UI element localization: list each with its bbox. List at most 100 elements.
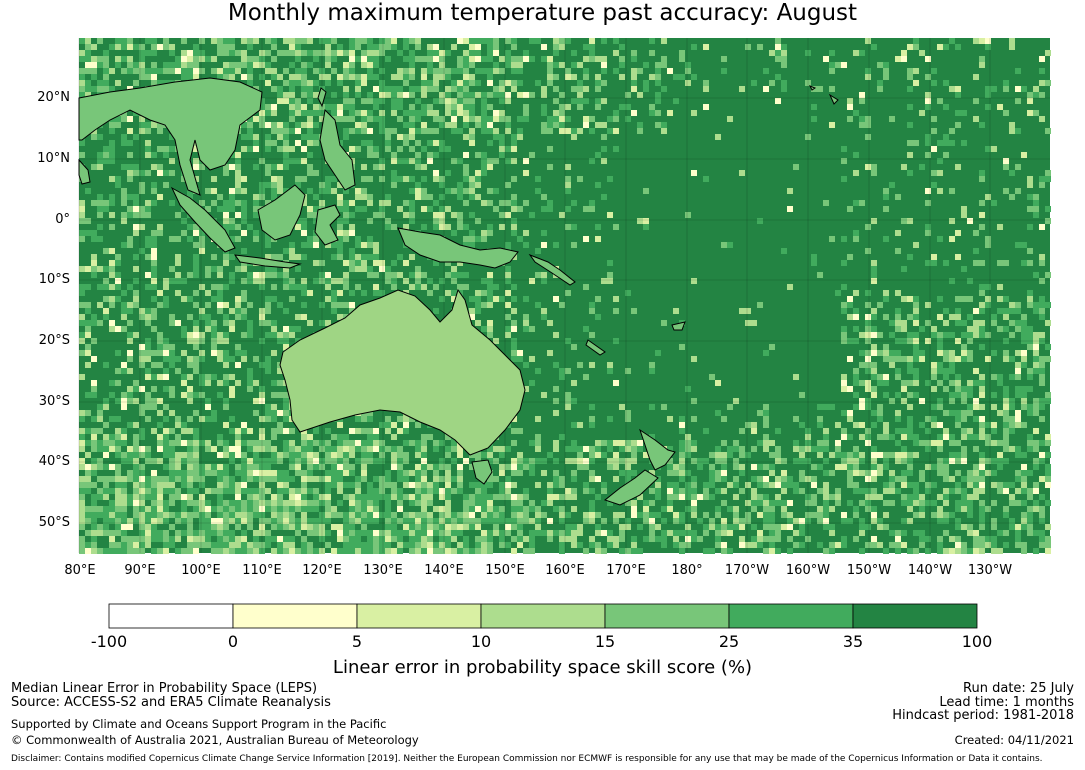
skill-cell — [343, 440, 349, 446]
skill-cell — [937, 344, 943, 350]
skill-cell — [913, 302, 919, 308]
skill-cell — [421, 68, 427, 74]
skill-cell — [799, 446, 805, 452]
skill-cell — [481, 302, 487, 308]
skill-cell — [271, 320, 277, 326]
skill-cell — [127, 116, 133, 122]
skill-cell — [499, 488, 505, 494]
skill-cell — [655, 482, 661, 488]
skill-cell — [997, 260, 1003, 266]
skill-cell — [145, 416, 151, 422]
skill-cell — [709, 452, 715, 458]
skill-cell — [1039, 458, 1045, 464]
skill-cell — [331, 506, 337, 512]
skill-cell — [103, 494, 109, 500]
skill-cell — [457, 476, 463, 482]
skill-cell — [115, 326, 121, 332]
skill-cell — [775, 536, 781, 542]
skill-cell — [421, 56, 427, 62]
skill-cell — [1027, 530, 1033, 536]
skill-cell — [361, 176, 367, 182]
skill-cell — [229, 326, 235, 332]
skill-cell — [217, 518, 223, 524]
skill-cell — [535, 416, 541, 422]
skill-cell — [505, 524, 511, 530]
skill-cell — [205, 374, 211, 380]
skill-cell — [859, 422, 865, 428]
skill-cell — [913, 332, 919, 338]
skill-cell — [769, 518, 775, 524]
skill-cell — [391, 482, 397, 488]
skill-cell — [871, 164, 877, 170]
skill-cell — [859, 404, 865, 410]
skill-cell — [763, 404, 769, 410]
skill-cell — [1021, 512, 1027, 518]
skill-cell — [823, 440, 829, 446]
skill-cell — [151, 428, 157, 434]
skill-cell — [337, 464, 343, 470]
skill-cell — [895, 410, 901, 416]
skill-cell — [103, 200, 109, 206]
skill-cell — [247, 128, 253, 134]
skill-cell — [481, 170, 487, 176]
skill-cell — [79, 500, 85, 506]
skill-cell — [211, 518, 217, 524]
skill-cell — [289, 464, 295, 470]
skill-cell — [439, 116, 445, 122]
skill-cell — [415, 494, 421, 500]
skill-cell — [181, 500, 187, 506]
skill-cell — [187, 452, 193, 458]
skill-cell — [325, 446, 331, 452]
skill-cell — [253, 380, 259, 386]
skill-cell — [91, 320, 97, 326]
skill-cell — [121, 530, 127, 536]
skill-cell — [745, 422, 751, 428]
skill-cell — [739, 464, 745, 470]
skill-cell — [91, 44, 97, 50]
skill-cell — [145, 50, 151, 56]
skill-cell — [457, 182, 463, 188]
skill-cell — [451, 458, 457, 464]
skill-cell — [871, 488, 877, 494]
skill-cell — [643, 80, 649, 86]
skill-cell — [241, 206, 247, 212]
skill-cell — [349, 128, 355, 134]
skill-cell — [127, 350, 133, 356]
skill-cell — [343, 512, 349, 518]
skill-cell — [559, 62, 565, 68]
skill-cell — [349, 146, 355, 152]
skill-cell — [649, 512, 655, 518]
skill-cell — [601, 38, 607, 44]
skill-cell — [349, 224, 355, 230]
skill-cell — [613, 224, 619, 230]
skill-cell — [361, 98, 367, 104]
skill-cell — [871, 332, 877, 338]
skill-cell — [313, 518, 319, 524]
skill-cell — [295, 140, 301, 146]
skill-cell — [511, 428, 517, 434]
skill-cell — [355, 476, 361, 482]
skill-cell — [349, 74, 355, 80]
skill-cell — [355, 440, 361, 446]
skill-cell — [283, 80, 289, 86]
skill-cell — [217, 338, 223, 344]
skill-cell — [277, 512, 283, 518]
skill-cell — [967, 356, 973, 362]
skill-cell — [217, 494, 223, 500]
skill-cell — [151, 182, 157, 188]
skill-cell — [1039, 116, 1045, 122]
skill-cell — [337, 422, 343, 428]
skill-cell — [415, 470, 421, 476]
skill-cell — [91, 86, 97, 92]
skill-cell — [967, 332, 973, 338]
skill-cell — [919, 50, 925, 56]
skill-cell — [373, 50, 379, 56]
skill-cell — [115, 518, 121, 524]
skill-cell — [367, 452, 373, 458]
skill-cell — [613, 380, 619, 386]
skill-cell — [283, 500, 289, 506]
skill-cell — [457, 452, 463, 458]
skill-cell — [667, 68, 673, 74]
skill-cell — [865, 380, 871, 386]
skill-cell — [757, 476, 763, 482]
